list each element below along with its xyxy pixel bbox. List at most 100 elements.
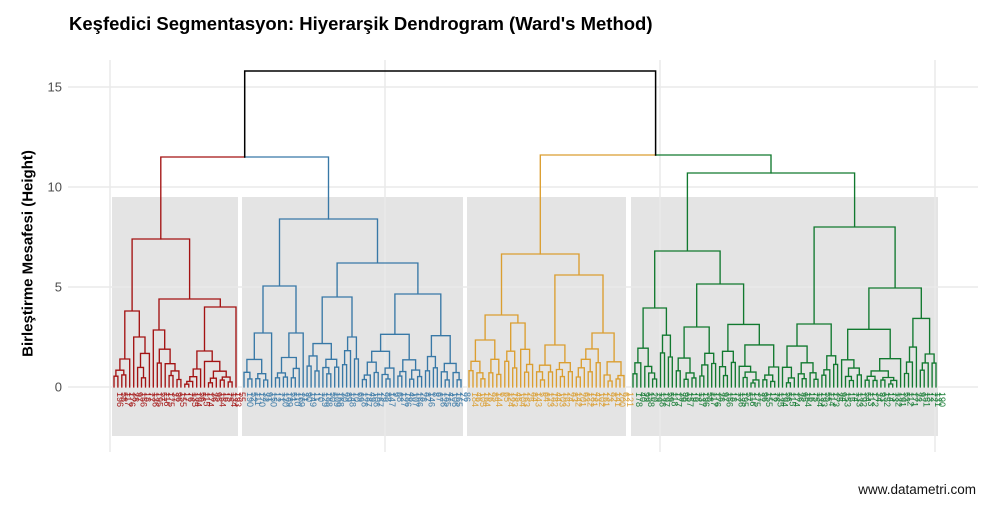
leaf-label: 6 (498, 392, 508, 397)
leaf-label: 197 (662, 392, 672, 407)
leaf-label: 187 (363, 392, 373, 407)
leaf-label: 64 (542, 392, 552, 402)
watermark-text: www.datametri.com (858, 482, 976, 497)
leaf-label: 151 (921, 392, 931, 407)
leaf-label: 102 (597, 392, 607, 407)
leaf-label: 118 (669, 392, 679, 406)
leaf-label: 18 (143, 392, 153, 402)
leaf-label: 79 (654, 392, 664, 402)
leaf-label: 150 (269, 392, 279, 407)
leaf-label: 127 (399, 392, 409, 407)
leaf-label: 39 (677, 392, 687, 402)
leaf-label: 53 (902, 392, 912, 402)
chart-title: Keşfedici Segmentasyon: Hiyerarşik Dendr… (69, 13, 653, 34)
leaf-label: 84 (530, 392, 540, 402)
merge-right-orange-half (539, 154, 657, 255)
cluster-band-4 (631, 197, 938, 436)
leaf-label: 116 (162, 392, 172, 406)
root-links (243, 70, 657, 158)
leaf-label: 132 (894, 392, 904, 407)
leaf-label: 181 (589, 392, 599, 407)
leaf-label: 196 (115, 392, 125, 407)
leaf-label: 104 (518, 392, 528, 407)
leaf-label: 10 (352, 392, 362, 402)
leaf-label: 192 (858, 392, 868, 407)
leaf-label: 131 (933, 392, 943, 407)
leaf-label: 113 (866, 392, 876, 406)
leaf-label: 55 (237, 392, 247, 402)
merge-right-green-half (654, 154, 772, 174)
leaf-label: 49 (367, 392, 377, 402)
leaf-label: 174 (206, 392, 216, 407)
leaf-label: 62 (621, 392, 631, 402)
leaf-label: 146 (427, 392, 437, 407)
leaf-label: 12 (273, 392, 283, 402)
y-tick-label-0: 0 (55, 380, 62, 395)
leaf-label: 107 (411, 392, 421, 407)
leaf-label: 83 (569, 392, 579, 402)
leaf-label: 48 (407, 392, 417, 402)
leaf-label: 152 (882, 392, 892, 407)
leaf-label: 129 (320, 392, 330, 407)
leaf-label: 184 (470, 392, 480, 407)
leaf-label: 71 (277, 392, 287, 402)
leaf-label: 163 (522, 392, 532, 407)
leaf-label: 148 (348, 392, 358, 407)
leaf-label: 46 (474, 392, 484, 402)
leaf-label: 96 (760, 392, 770, 402)
cluster-links-1 (113, 238, 237, 388)
leaf-label: 158 (646, 392, 656, 407)
leaf-label: 196 (701, 392, 711, 407)
leaf-label: 50 (328, 392, 338, 402)
leaf-label: 142 (573, 392, 583, 407)
leaf-label: 23 (605, 392, 615, 402)
cluster-band-1 (112, 197, 238, 436)
leaf-label: 123 (546, 392, 556, 407)
leaf-labels-4: 1784099158207913819759118177399815719781… (634, 392, 947, 407)
leaf-label: 95 (799, 392, 809, 402)
leaf-label: 65 (502, 392, 512, 402)
leaf-label: 121 (625, 392, 635, 407)
leaf-label: 175 (166, 392, 176, 407)
leaf-label: 103 (557, 392, 567, 407)
leaf-label: 55 (823, 392, 833, 402)
leaf-label: 170 (257, 392, 267, 407)
leaf-label: 68 (395, 392, 405, 402)
leaf-labels-2: 1905211117032911501271130189511101693190… (245, 392, 472, 407)
cluster-band-3 (467, 197, 626, 436)
leaf-label: 32 (261, 392, 271, 402)
leaf-label: 36 (210, 392, 220, 402)
leaf-label: 43 (593, 392, 603, 402)
leaf-label: 76 (186, 392, 196, 402)
leaf-label: 193 (819, 392, 829, 407)
leaf-label: 200 (617, 392, 627, 407)
leaf-label: 182 (550, 392, 560, 407)
leaf-label: 94 (839, 392, 849, 402)
leaf-label: 77 (147, 392, 157, 402)
leaf-label: 157 (685, 392, 695, 407)
leaf-label: 37 (756, 392, 766, 402)
leaf-label: 17 (768, 392, 778, 402)
leaf-label: 97 (721, 392, 731, 402)
leaf-label: 114 (827, 392, 837, 406)
leaf-label: 74 (850, 392, 860, 402)
y-tick-label-15: 15 (48, 80, 62, 95)
leaf-label: 54 (862, 392, 872, 402)
leaf-label: 154 (217, 392, 227, 407)
leaf-label: 188 (324, 392, 334, 407)
leaf-label: 141 (613, 392, 623, 407)
leaf-label: 36 (795, 392, 805, 402)
leaf-label: 175 (752, 392, 762, 407)
leaf-label: 169 (296, 392, 306, 407)
leaf-label: 173 (831, 392, 841, 407)
leaf-label: 73 (890, 392, 900, 402)
leaf-label: 112 (906, 392, 916, 406)
leaf-label: 134 (229, 392, 239, 407)
cluster-links-3 (468, 253, 625, 388)
leaf-label: 98 (681, 392, 691, 402)
leaf-label: 99 (642, 392, 652, 402)
leaf-label: 40 (638, 392, 648, 402)
leaf-label: 56 (784, 392, 794, 402)
leaf-label: 92 (917, 392, 927, 402)
